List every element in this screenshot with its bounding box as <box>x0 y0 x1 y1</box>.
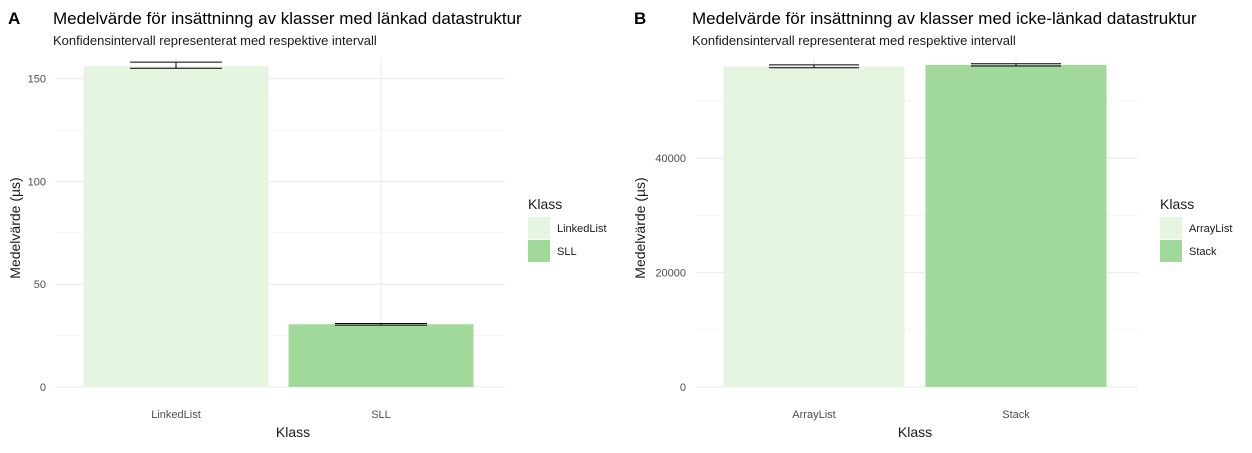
x-tick-labels: ArrayList Stack <box>792 409 1030 421</box>
y-tick-labels: 0 20000 40000 <box>655 153 686 394</box>
y-tick-labels: 0 50 100 150 <box>28 74 46 394</box>
legend: ArrayList Stack <box>1160 217 1232 262</box>
panel-letter: B <box>634 9 646 28</box>
chart-title: Medelvärde för insättninng av klasser me… <box>53 9 522 28</box>
error-bars <box>769 63 1061 69</box>
chart-subtitle: Konfidensintervall representerat med res… <box>692 33 1016 48</box>
y-tick-label: 0 <box>680 382 686 394</box>
x-tick-label: LinkedList <box>151 409 201 421</box>
chart-subtitle: Konfidensintervall representerat med res… <box>53 33 377 48</box>
legend: LinkedList SLL <box>528 217 607 262</box>
chart-title: Medelvärde för insättninng av klasser me… <box>692 9 1197 28</box>
x-axis-title: Klass <box>276 424 310 440</box>
legend-title: Klass <box>528 196 562 212</box>
y-tick-label: 100 <box>28 176 46 188</box>
x-tick-label: ArrayList <box>792 409 835 421</box>
bar-stack <box>925 64 1107 387</box>
legend-label: ArrayList <box>1189 223 1232 235</box>
x-tick-label: SLL <box>371 409 391 421</box>
x-tick-labels: LinkedList SLL <box>151 409 391 421</box>
legend-label: LinkedList <box>557 223 607 235</box>
x-tick-label: Stack <box>1002 409 1030 421</box>
bar-sll <box>288 324 474 387</box>
y-tick-label: 150 <box>28 74 46 86</box>
y-tick-label: 50 <box>34 279 46 291</box>
bars <box>83 66 474 387</box>
y-tick-label: 20000 <box>655 268 686 280</box>
legend-label: Stack <box>1189 246 1217 258</box>
y-axis-title: Medelvärde (µs) <box>632 177 648 278</box>
bar-linkedlist <box>83 66 269 387</box>
bars <box>723 64 1107 387</box>
bar-arraylist <box>723 66 905 387</box>
legend-key <box>528 240 550 262</box>
legend-title: Klass <box>1160 196 1194 212</box>
panel-b: B Medelvärde för insättninng av klasser … <box>632 9 1232 440</box>
x-axis-title: Klass <box>898 424 932 440</box>
panel-letter: A <box>8 9 20 28</box>
legend-key <box>1160 240 1182 262</box>
legend-label: SLL <box>557 246 577 258</box>
y-tick-label: 0 <box>40 382 46 394</box>
y-axis-title: Medelvärde (µs) <box>7 177 23 278</box>
legend-key <box>1160 217 1182 239</box>
y-tick-label: 40000 <box>655 153 686 165</box>
panel-a: A Medelvärde för insättninng av klasser … <box>7 9 607 440</box>
error-bars <box>130 61 427 326</box>
legend-key <box>528 217 550 239</box>
